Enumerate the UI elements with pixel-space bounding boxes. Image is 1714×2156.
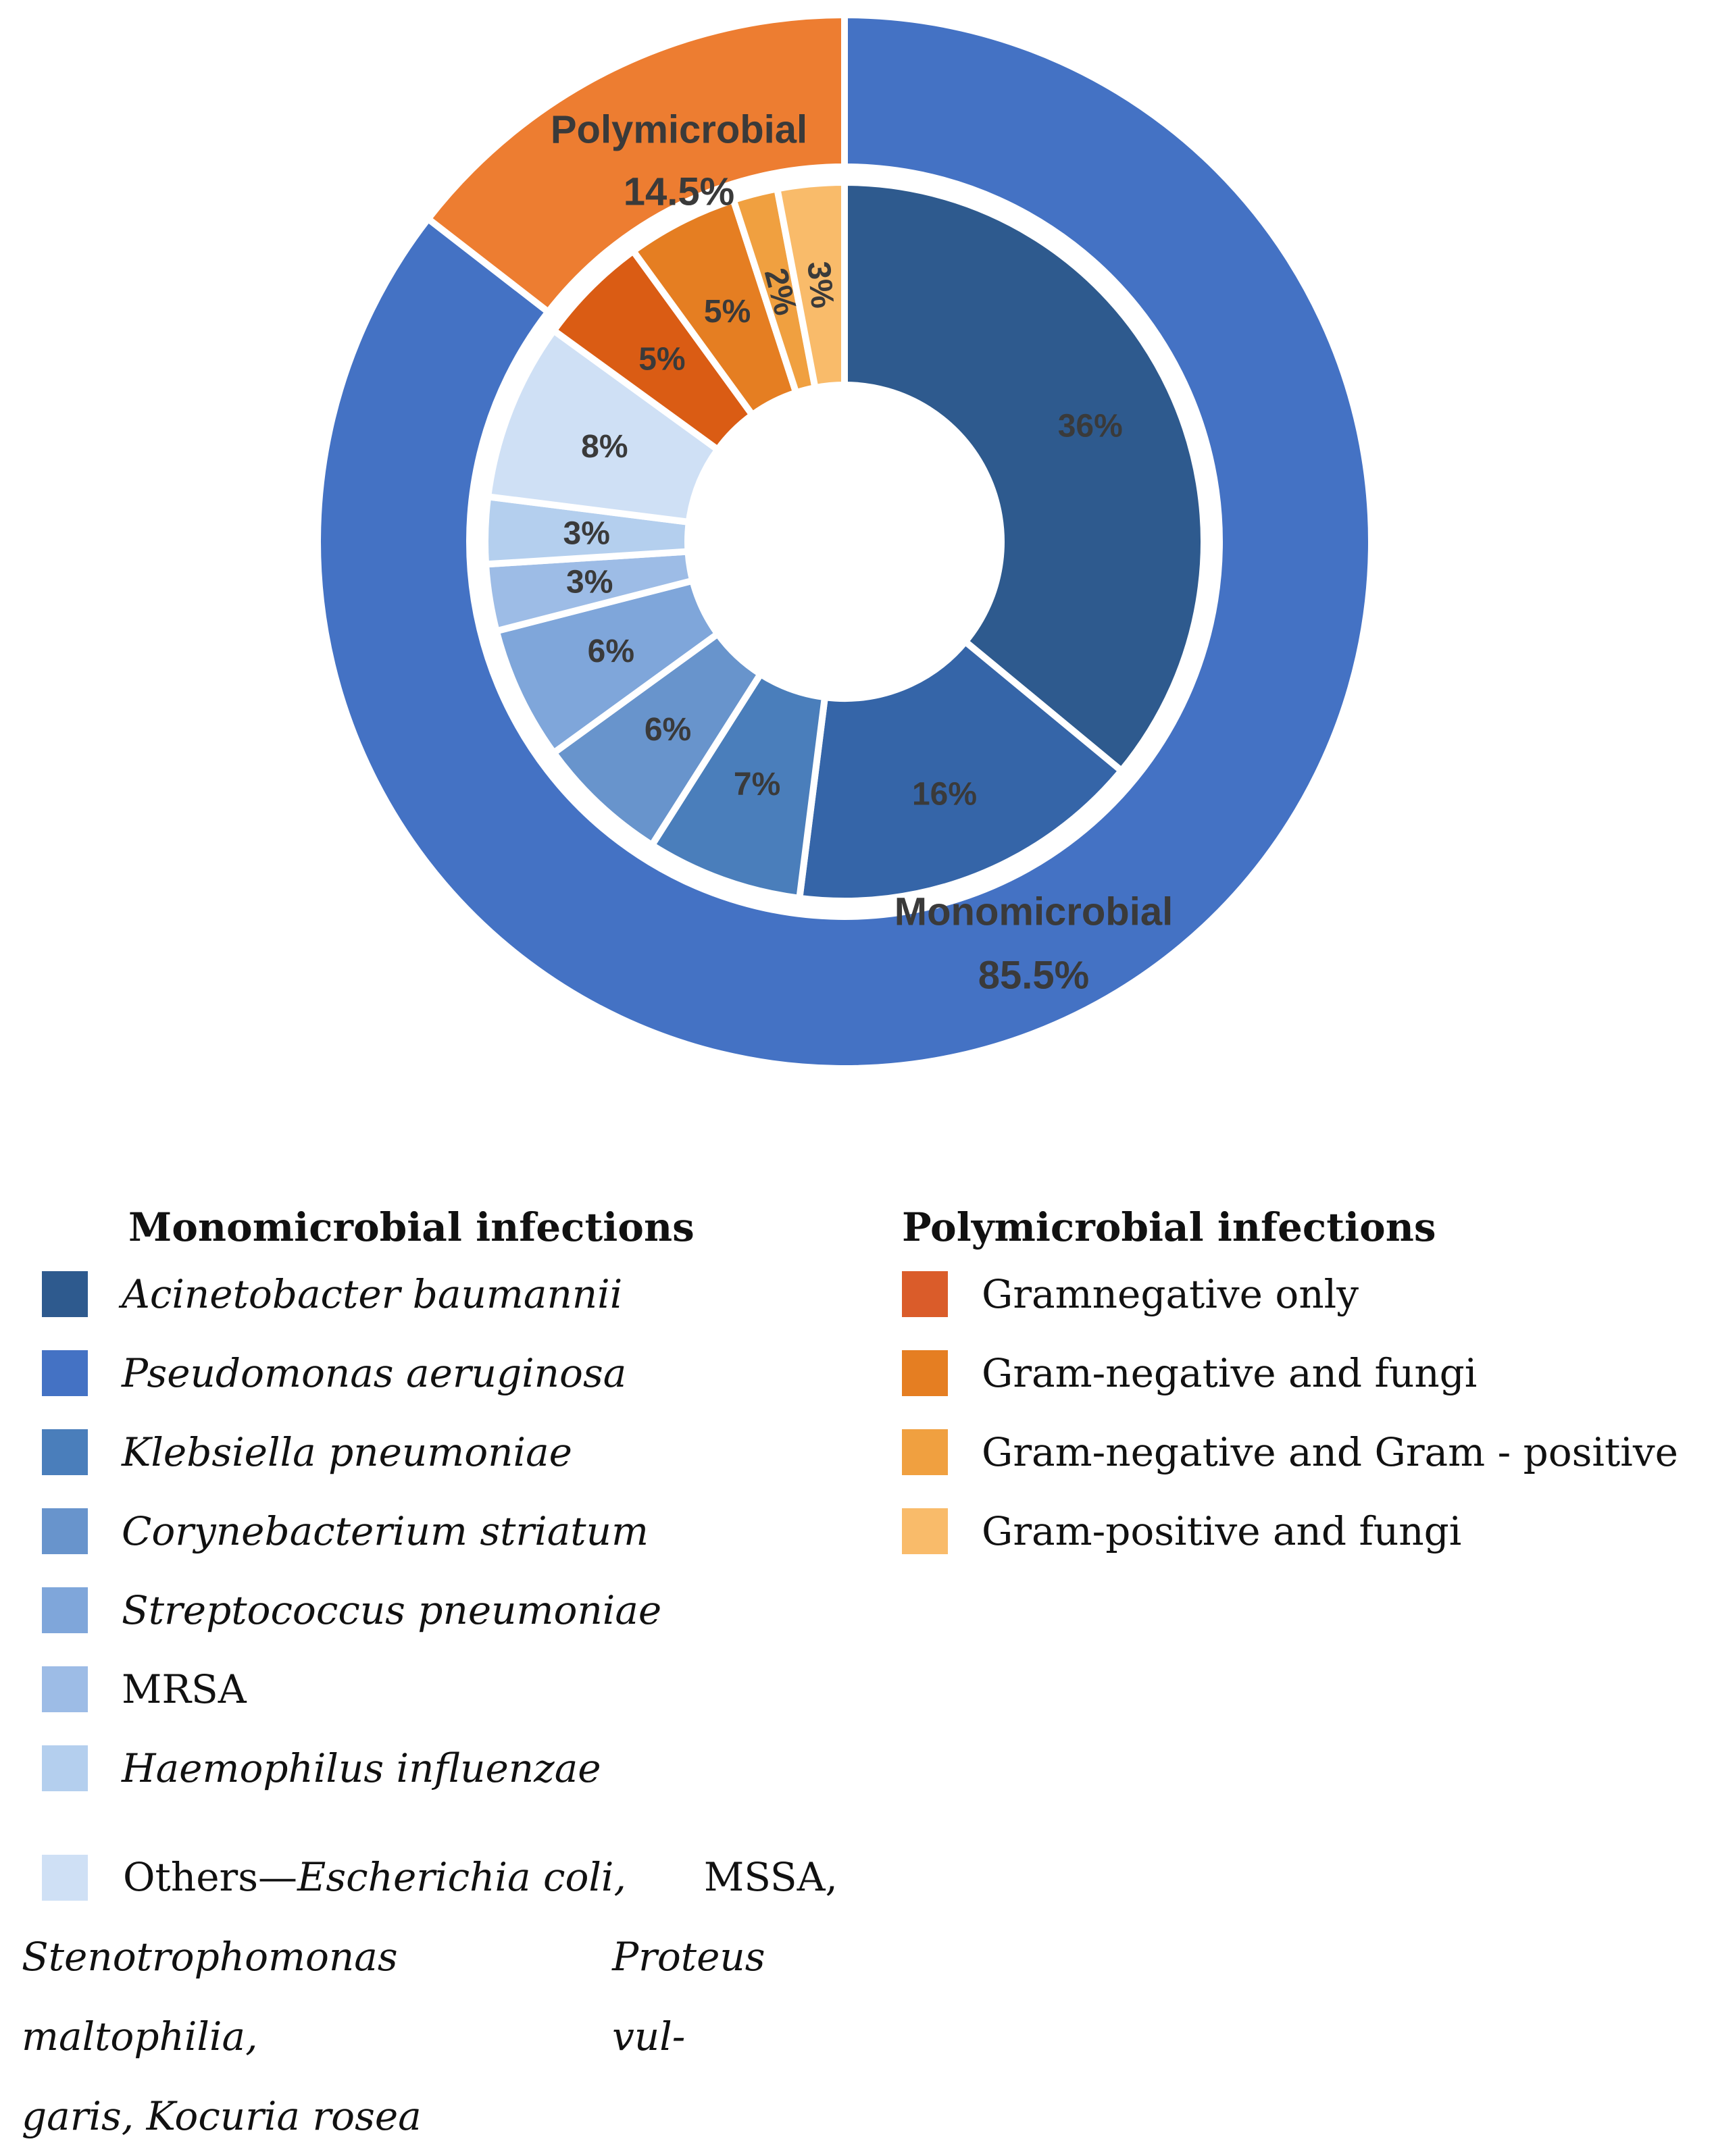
legend-mono-label: Haemophilus influenzae	[122, 1745, 601, 1791]
legend-mono-item-streptococcus-pneumoniae: Streptococcus pneumoniae	[42, 1587, 661, 1633]
inner-label-others: 8%	[581, 429, 628, 465]
legend-mono-label: Pseudomonas aeruginosa	[122, 1350, 627, 1396]
legend-mono-title: Monomicrobial infections	[128, 1204, 695, 1250]
legend-mono-others	[42, 1855, 88, 1901]
outer-label-monomicrobial-name: Monomicrobial	[894, 890, 1173, 934]
legend-poly-label: Gram-negative and Gram - positive	[982, 1429, 1678, 1475]
legend-mono-swatch	[42, 1271, 88, 1317]
legend-poly-swatch	[902, 1429, 948, 1475]
legend-mono-swatch	[42, 1350, 88, 1396]
legend-poly-swatch	[902, 1271, 948, 1317]
outer-ring	[314, 11, 1375, 1072]
legend-mono-swatch	[42, 1429, 88, 1475]
inner-label-gramnegative-only: 5%	[638, 341, 685, 377]
legend-poly-label: Gramnegative only	[982, 1271, 1359, 1317]
donut-chart: 36%16%7%6%6%3%3%8%5%5% 2%3% Monomicrobial…	[314, 11, 1375, 1072]
legend-swatch-others	[42, 1855, 88, 1901]
legend-mono-label: Acinetobacter baumannii	[122, 1271, 623, 1317]
others-mssa: MSSA,	[703, 1854, 838, 1900]
legend-poly-swatch	[902, 1508, 948, 1554]
outer-label-polymicrobial-name: Polymicrobial	[551, 108, 807, 152]
legend-mono-item-corynebacterium-striatum: Corynebacterium striatum	[42, 1508, 649, 1554]
others-ecoli: Escherichia coli,	[297, 1854, 626, 1900]
others-prefix: Others—	[123, 1854, 298, 1900]
outer-labels: Monomicrobial 85.5% Polymicrobial 14.5%	[551, 108, 1173, 998]
outer-slice-polymicrobial	[423, 11, 848, 317]
inner-ring	[482, 178, 1207, 904]
inner-label-acinetobacter-baumannii: 36%	[1058, 408, 1123, 444]
inner-label-haemophilus-influenzae: 3%	[563, 516, 610, 552]
inner-label-klebsiella-pneumoniae: 7%	[734, 767, 780, 802]
legend-mono-item-mrsa: MRSA	[42, 1666, 247, 1712]
legend-poly-label: Gram-positive and fungi	[982, 1508, 1462, 1554]
legend-poly-swatch	[902, 1350, 948, 1396]
legend-mono-label: Klebsiella pneumoniae	[122, 1429, 572, 1475]
inner-label-pseudomonas-aeruginosa: 16%	[912, 776, 977, 812]
others-proteus-a: Proteus vul-	[612, 1934, 765, 2059]
legend-mono-label: Corynebacterium striatum	[122, 1508, 649, 1554]
legend-mono-swatch	[42, 1587, 88, 1633]
legend-mono-swatch	[42, 1508, 88, 1554]
outer-label-monomicrobial-value: 85.5%	[978, 954, 1089, 998]
legend-poly-item-gramnegative-only: Gramnegative only	[902, 1271, 1359, 1317]
inner-label-mrsa: 3%	[566, 564, 613, 600]
outer-label-polymicrobial-value: 14.5%	[624, 170, 734, 214]
others-kocuria: Kocuria rosea	[146, 2093, 422, 2139]
legend-mono-swatch	[42, 1666, 88, 1712]
legend-mono-label: Streptococcus pneumoniae	[122, 1587, 662, 1633]
inner-slice-acinetobacter-baumannii	[841, 178, 1207, 776]
legend-mono-swatch	[42, 1745, 88, 1791]
inner-label-gram-negative-and-fungi: 5%	[704, 294, 751, 330]
legend-mono-item-haemophilus-influenzae: Haemophilus influenzae	[42, 1745, 601, 1791]
legend-poly-title: Polymicrobial infections	[902, 1204, 1436, 1250]
others-stenotrophomonas: Stenotrophomonas maltophilia,	[22, 1934, 398, 2059]
legend-mono-item-klebsiella-pneumoniae: Klebsiella pneumoniae	[42, 1429, 572, 1475]
inner-slice-pseudomonas-aeruginosa	[795, 636, 1126, 904]
inner-label-corynebacterium-striatum: 6%	[645, 712, 691, 748]
legend-poly-label: Gram-negative and fungi	[982, 1350, 1478, 1396]
others-proteus-b: garis,	[22, 2093, 134, 2139]
inner-slice-gram-positive-and-fungi	[773, 178, 848, 392]
outer-slice-monomicrobial	[314, 11, 1375, 1072]
inner-label-streptococcus-pneumoniae: 6%	[588, 634, 634, 669]
legend-mono-item-pseudomonas-aeruginosa: Pseudomonas aeruginosa	[42, 1350, 626, 1396]
legend-mono-item-acinetobacter-baumannii: Acinetobacter baumannii	[42, 1271, 622, 1317]
inner-label-gram-positive-and-fungi: 3%	[800, 260, 840, 310]
legend-poly-item-gram-negative-and-fungi: Gram-negative and fungi	[902, 1350, 1477, 1396]
legend-mono-label: MRSA	[122, 1666, 247, 1712]
legend-poly-item-gram-negative-and-gram-positive: Gram-negative and Gram - positive	[902, 1429, 1678, 1475]
legend-others-text: Others—Escherichia coli, MSSA, Stenotrop…	[22, 1837, 838, 2156]
inner-labels: 36%16%7%6%6%3%3%8%5%5% 2%3%	[563, 260, 1123, 813]
legend-poly-item-gram-positive-and-fungi: Gram-positive and fungi	[902, 1508, 1461, 1554]
